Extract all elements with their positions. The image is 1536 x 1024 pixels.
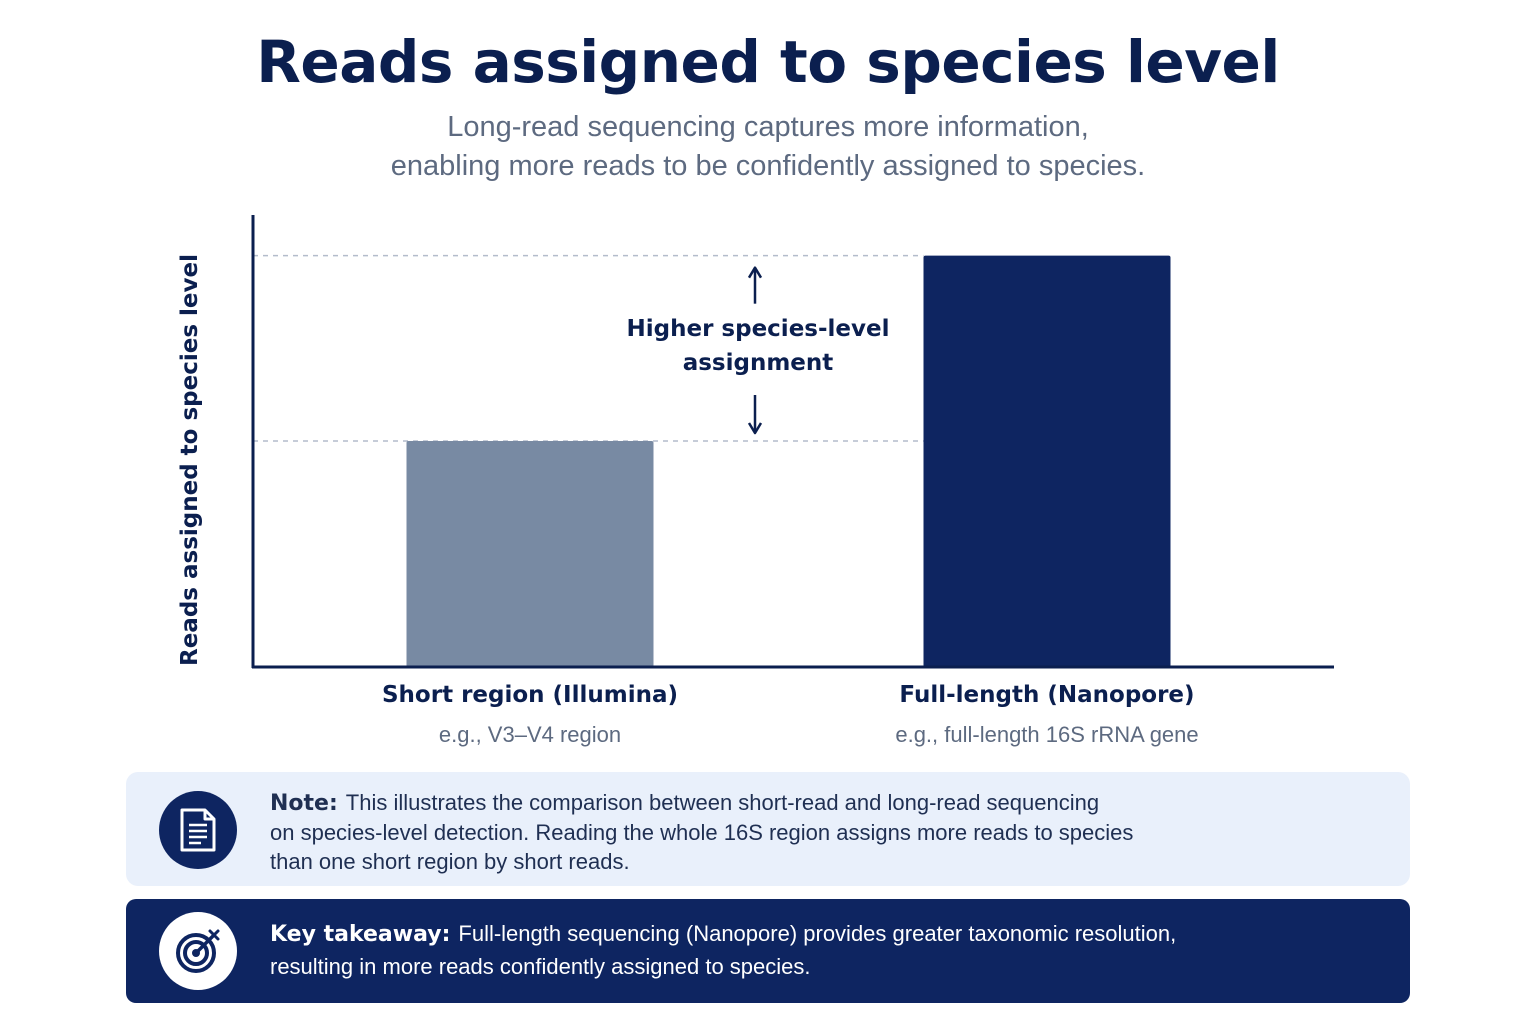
annotation-line-1: Higher species-level [626, 316, 890, 342]
subtitle-line-2: enabling more reads to be confidently as… [390, 150, 1146, 182]
subtitle-line-1: Long-read sequencing captures more infor… [447, 111, 1089, 143]
category-name: Full-length (Nanopore) [899, 682, 1195, 708]
takeaway-line-1: Key takeaway: Full-length sequencing (Nan… [270, 918, 1370, 951]
category-label-short-region: Short region (Illumina) e.g., V3–V4 regi… [310, 682, 750, 748]
note-line-1-text: This illustrates the comparison between … [345, 790, 1100, 815]
bar-full-length [923, 255, 1171, 667]
takeaway-line-2: resulting in more reads confidently assi… [270, 954, 811, 979]
note-box: Note: This illustrates the comparison bet… [126, 772, 1410, 886]
note-line-2: on species-level detection. Reading the … [270, 820, 1134, 845]
document-icon [180, 808, 216, 852]
chart-subtitle: Long-read sequencing captures more infor… [0, 108, 1536, 186]
takeaway-text: Key takeaway: Full-length sequencing (Nan… [270, 918, 1370, 983]
takeaway-line-1-text: Full-length sequencing (Nanopore) provid… [458, 921, 1177, 946]
category-label-full-length: Full-length (Nanopore) e.g., full-length… [827, 682, 1267, 748]
arrow-down-head [747, 422, 763, 435]
difference-annotation: Higher species-level assignment [618, 312, 898, 380]
category-sublabel: e.g., V3–V4 region [438, 722, 622, 747]
chart-title: Reads assigned to species level [256, 28, 1280, 96]
note-icon-badge [159, 791, 237, 869]
key-takeaway-box: Key takeaway: Full-length sequencing (Nan… [126, 899, 1410, 1003]
y-axis-label-text: Reads assigned to species level [177, 253, 203, 667]
note-line-1: Note: This illustrates the comparison bet… [270, 788, 1370, 818]
takeaway-icon-badge [159, 912, 237, 990]
bar-short-region [406, 441, 654, 667]
category-name: Short region (Illumina) [381, 682, 679, 708]
annotation-line-2: assignment [682, 350, 834, 376]
note-lead: Note: [270, 791, 338, 816]
category-sublabel: e.g., full-length 16S rRNA gene [895, 722, 1199, 747]
note-line-3: than one short region by short reads. [270, 849, 630, 874]
note-text: Note: This illustrates the comparison bet… [270, 788, 1370, 876]
arrow-up-head [747, 266, 763, 279]
target-icon [176, 929, 220, 973]
takeaway-lead: Key takeaway: [270, 922, 451, 947]
